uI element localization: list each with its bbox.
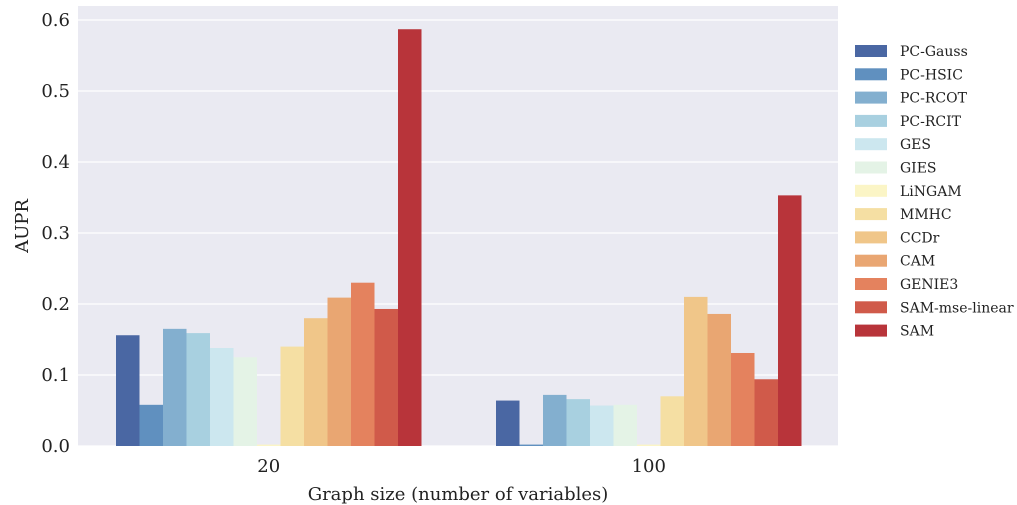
legend-label: LiNGAM <box>900 184 962 200</box>
legend-swatch <box>855 254 887 267</box>
bar <box>519 444 543 446</box>
y-tick-label: 0.3 <box>41 223 70 244</box>
legend-label: PC-RCIT <box>900 114 962 130</box>
bar <box>778 195 802 446</box>
x-tick-label: 20 <box>257 456 280 477</box>
bar <box>707 313 731 446</box>
legend-swatch <box>855 231 887 244</box>
legend-swatch <box>855 45 887 57</box>
bar <box>304 318 328 446</box>
x-tick-label: 100 <box>632 456 666 477</box>
bar <box>398 29 422 446</box>
legend-label: GIES <box>900 161 937 177</box>
legend-label: SAM <box>900 324 934 340</box>
legend-label: SAM-mse-linear <box>900 300 1014 316</box>
y-tick-label: 0.6 <box>41 10 70 31</box>
legend-label: GENIE3 <box>900 277 958 293</box>
legend-swatch <box>855 161 887 174</box>
y-tick-label: 0.5 <box>41 81 70 102</box>
legend-label: GES <box>900 137 931 153</box>
legend-label: CAM <box>900 254 935 270</box>
bar <box>280 346 304 446</box>
legend-swatch <box>855 68 887 81</box>
bar <box>374 308 398 446</box>
bar <box>684 296 708 446</box>
legend-swatch <box>855 138 887 151</box>
bar <box>351 282 375 446</box>
y-tick-label: 0.2 <box>41 294 70 315</box>
bar <box>186 333 210 446</box>
bar <box>210 348 234 446</box>
bar <box>116 335 140 446</box>
bars <box>116 29 802 446</box>
legend-swatch <box>855 301 887 314</box>
legend-label: PC-Gauss <box>900 44 968 60</box>
legend-swatch <box>855 208 887 221</box>
legend: PC-Gauss PC-HSIC PC-RCOT PC-RCIT GES GIES LiNG… <box>855 44 1014 340</box>
bar <box>163 328 187 446</box>
legend-label: CCDr <box>900 230 940 246</box>
legend-swatch <box>855 278 887 290</box>
legend-swatch <box>855 91 887 104</box>
bar <box>566 399 590 446</box>
bar <box>731 352 755 446</box>
bar <box>496 400 520 446</box>
bar <box>257 444 281 446</box>
bar <box>660 396 684 446</box>
legend-label: PC-RCOT <box>900 91 968 107</box>
y-axis-title: AUPR <box>12 199 33 254</box>
bar <box>754 379 778 446</box>
y-tick-label: 0.4 <box>41 152 70 173</box>
bar <box>590 405 614 446</box>
x-tick-labels: 20 100 <box>257 456 666 477</box>
bar <box>613 404 637 446</box>
legend-swatch <box>855 114 887 127</box>
bar <box>233 357 257 446</box>
bar <box>637 444 661 446</box>
y-tick-label: 0.0 <box>41 436 70 457</box>
bar <box>327 297 351 446</box>
legend-label: MMHC <box>900 207 952 223</box>
bar <box>139 404 163 446</box>
y-tick-labels: 0.0 0.1 0.2 0.3 0.4 0.5 0.6 <box>41 10 70 457</box>
legend-swatch <box>855 184 887 197</box>
y-tick-label: 0.1 <box>41 365 70 386</box>
x-axis-title: Graph size (number of variables) <box>308 484 609 505</box>
bar <box>543 394 567 446</box>
legend-swatch <box>855 324 887 337</box>
legend-label: PC-HSIC <box>900 67 963 83</box>
